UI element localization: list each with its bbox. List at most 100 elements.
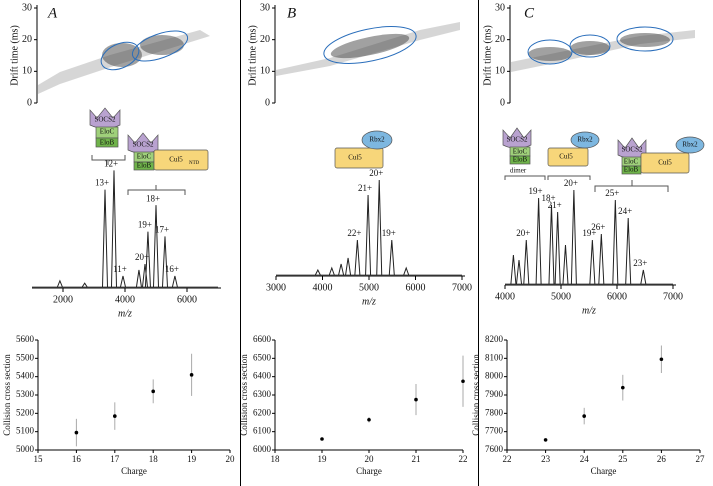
peak — [161, 236, 168, 288]
x-tick-label: 25 — [618, 454, 628, 464]
y-axis-label: Collision cross section — [471, 354, 481, 436]
x-tick-label: 6000 — [406, 282, 426, 293]
drift-ylabel: Drift time (ms) — [9, 25, 20, 86]
y-tick-label: 6400 — [253, 371, 272, 381]
x-tick-label: 4000 — [115, 294, 135, 305]
cartoon-c: SOCS2 EloC EloB dimer Cul5 Rbx2 SOCS2 El… — [502, 127, 705, 192]
peak-label: 18+ — [541, 193, 555, 203]
y-tick-label: 5500 — [16, 352, 35, 362]
panel-letter: A — [47, 5, 58, 21]
peak — [510, 254, 517, 285]
y-tick-label: 5200 — [16, 407, 35, 417]
protein-label: EloC — [137, 153, 152, 161]
x-tick-label: 20 — [365, 454, 375, 464]
y-tick-label: 6600 — [253, 334, 272, 344]
peak-label: 20+ — [564, 178, 578, 188]
x-tick-label: 4000 — [495, 291, 515, 302]
x-tick-label: 26 — [657, 454, 667, 464]
protein-subscript: NTD — [189, 161, 200, 166]
data-point — [461, 379, 465, 384]
data-point — [659, 357, 664, 362]
x-tick-label: 2000 — [53, 294, 73, 305]
x-tick-label: 23 — [541, 454, 551, 464]
peak-label: 21+ — [548, 200, 562, 210]
y-tick-label: 6300 — [253, 389, 272, 399]
peak — [153, 205, 159, 288]
protein-label: EloB — [624, 166, 639, 174]
peak-label: 25+ — [605, 188, 619, 198]
data-point — [367, 417, 371, 422]
y-tick-label: 5100 — [16, 426, 35, 436]
protein-label: EloB — [100, 139, 115, 147]
protein-label: Rbx2 — [682, 141, 698, 149]
peak — [81, 282, 88, 288]
peak-label: 23+ — [633, 258, 647, 268]
x-tick-label: 20 — [226, 454, 236, 464]
peak — [314, 268, 321, 276]
data-point — [414, 397, 418, 402]
data-point — [621, 385, 625, 390]
x-tick-label: 22 — [503, 454, 512, 464]
y-tick-label: 6100 — [253, 426, 272, 436]
y-axis-label: Collision cross section — [2, 354, 12, 436]
x-tick-label: 18 — [149, 454, 159, 464]
x-tick-label: 5000 — [551, 291, 571, 302]
peak — [403, 266, 410, 276]
protein-label: Rbx2 — [577, 136, 593, 144]
y-tick-label: 5600 — [16, 334, 35, 344]
y-tick-label: 20 — [22, 34, 32, 45]
cartoon-a: SOCS2 EloC EloB SOCS2 EloC EloB Cul5 NTD — [89, 107, 209, 195]
peak — [554, 211, 561, 285]
x-tick-label: 6000 — [177, 294, 197, 305]
protein-label: Cul5 — [169, 156, 183, 164]
protein-label: SOCS2 — [132, 141, 154, 149]
data-point — [543, 438, 548, 442]
peak — [102, 189, 109, 288]
drift-maps — [38, 22, 695, 94]
peak — [589, 239, 596, 285]
y-tick-label: 10 — [260, 66, 270, 77]
peak — [354, 239, 361, 276]
x-axis-label: Charge — [356, 466, 382, 476]
protein-label: dimer — [510, 167, 527, 175]
peak — [119, 275, 126, 288]
peak-label: 26+ — [591, 222, 605, 232]
peak — [338, 263, 345, 276]
y-axis-label: Collision cross section — [239, 354, 249, 436]
y-tick-label: 30 — [495, 2, 505, 13]
peak-label: 20+ — [516, 228, 530, 238]
peak — [562, 244, 569, 285]
y-tick-label: 8200 — [485, 334, 504, 344]
x-tick-label: 19 — [187, 454, 197, 464]
peak-label: 13+ — [95, 178, 109, 188]
y-tick-label: 30 — [22, 2, 32, 13]
protein-label: Cul5 — [348, 154, 362, 162]
peak — [625, 217, 632, 285]
data-point — [320, 437, 324, 441]
panel-letter: C — [524, 5, 535, 21]
x-tick-label: 4000 — [313, 282, 333, 293]
peak — [141, 263, 148, 288]
y-tick-label: 7800 — [485, 407, 504, 417]
y-tick-label: 6200 — [253, 407, 272, 417]
y-tick-label: 10 — [495, 66, 505, 77]
peak — [56, 279, 63, 288]
y-tick-label: 10 — [22, 66, 32, 77]
x-axis-label: m/z — [362, 296, 376, 307]
data-point — [113, 414, 117, 418]
y-tick-label: 20 — [495, 34, 505, 45]
y-tick-label: 30 — [260, 2, 270, 13]
protein-label: EloB — [513, 156, 528, 164]
data-point — [189, 373, 194, 377]
panel-letter: B — [287, 5, 296, 21]
peak — [135, 269, 142, 288]
peak-label: 11+ — [113, 264, 127, 274]
protein-label: SOCS2 — [506, 136, 528, 144]
peak — [365, 194, 372, 276]
y-tick-label: 5000 — [16, 444, 35, 454]
x-tick-label: 3000 — [266, 282, 286, 293]
protein-label: EloB — [137, 162, 152, 170]
peak — [144, 231, 151, 288]
protein-label: SOCS2 — [621, 146, 643, 154]
